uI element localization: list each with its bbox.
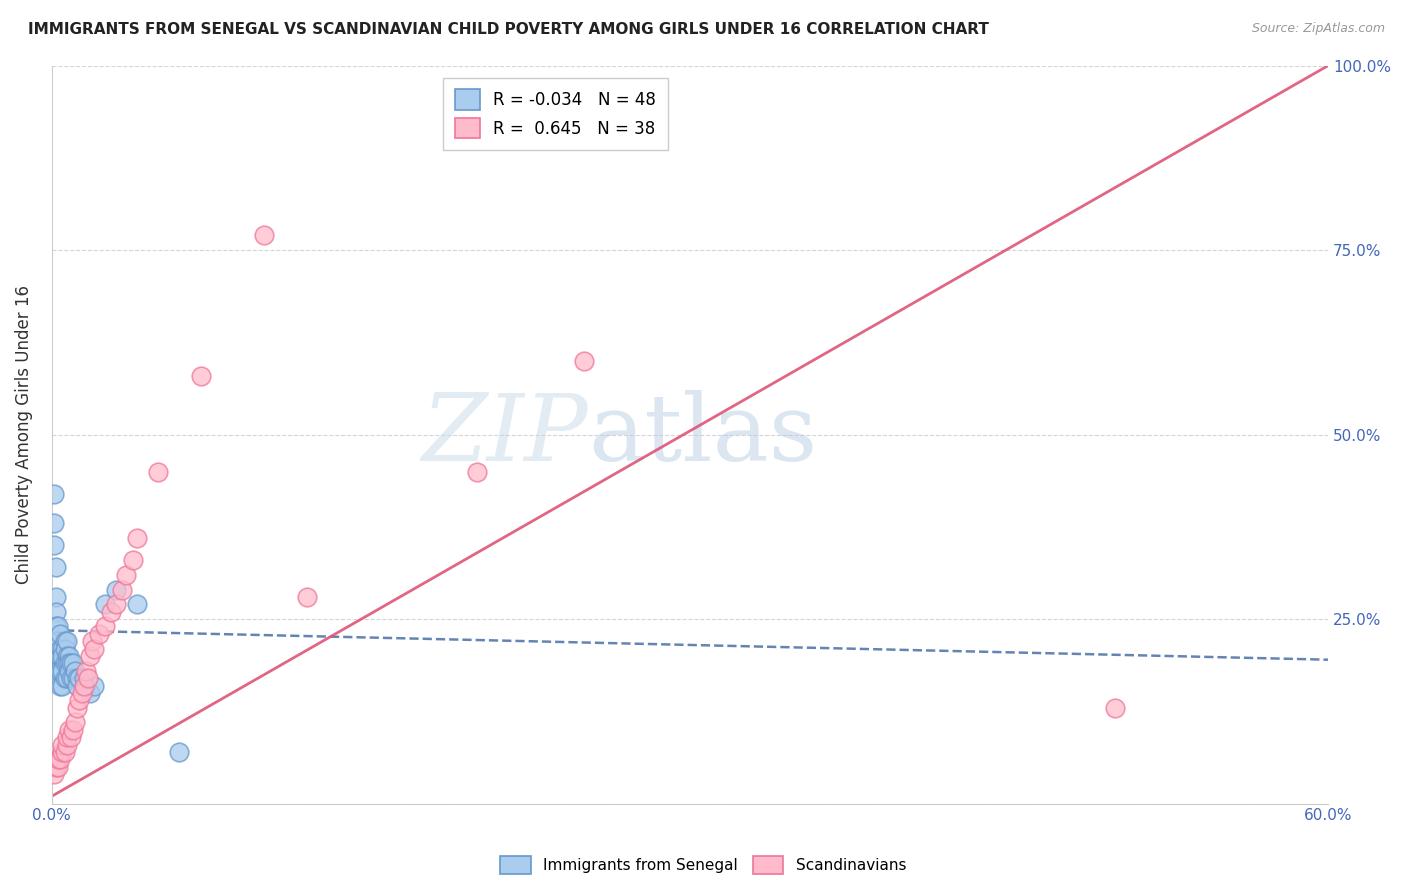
Point [49, 752, 72, 766]
Point [83, 679, 105, 693]
Point [295, 590, 318, 604]
Point [51, 641, 73, 656]
Point [46, 760, 69, 774]
Point [77, 671, 100, 685]
Point [53, 634, 76, 648]
Point [87, 627, 110, 641]
Point [46, 648, 69, 663]
Point [49, 664, 72, 678]
Point [51, 745, 73, 759]
Point [53, 745, 76, 759]
Point [53, 671, 76, 685]
Point [45, 590, 67, 604]
Point [49, 648, 72, 663]
Point [46, 634, 69, 648]
Point [63, 715, 86, 730]
Point [55, 738, 77, 752]
Point [66, 700, 89, 714]
Point [46, 664, 69, 678]
Point [169, 745, 191, 759]
Text: IMMIGRANTS FROM SENEGAL VS SCANDINAVIAN CHILD POVERTY AMONG GIRLS UNDER 16 CORRE: IMMIGRANTS FROM SENEGAL VS SCANDINAVIAN … [28, 22, 988, 37]
Point [62, 657, 84, 671]
Point [45, 760, 67, 774]
Point [100, 605, 122, 619]
Point [94, 598, 117, 612]
Point [79, 686, 101, 700]
Point [51, 648, 73, 663]
Point [55, 648, 77, 663]
Point [66, 671, 89, 685]
Point [55, 657, 77, 671]
Point [94, 619, 117, 633]
Legend: Immigrants from Senegal, Scandinavians: Immigrants from Senegal, Scandinavians [494, 850, 912, 880]
Point [55, 634, 77, 648]
Point [59, 671, 82, 685]
Point [190, 368, 212, 383]
Point [45, 560, 67, 574]
Text: ZIP: ZIP [422, 390, 588, 480]
Point [55, 730, 77, 744]
Point [79, 648, 101, 663]
Point [59, 730, 82, 744]
Point [104, 598, 127, 612]
Point [42, 538, 65, 552]
Point [58, 664, 80, 678]
Point [75, 679, 97, 693]
Point [46, 752, 69, 766]
Point [111, 582, 134, 597]
Point [253, 228, 276, 243]
Point [73, 679, 96, 693]
Point [51, 738, 73, 752]
Point [125, 531, 148, 545]
Point [70, 686, 93, 700]
Point [58, 723, 80, 737]
Point [572, 353, 595, 368]
Point [49, 627, 72, 641]
Point [62, 671, 84, 685]
Point [51, 664, 73, 678]
Point [42, 486, 65, 500]
Point [115, 567, 138, 582]
Point [45, 634, 67, 648]
Point [59, 657, 82, 671]
Point [42, 516, 65, 531]
Point [63, 664, 86, 678]
Point [55, 671, 77, 685]
Point [121, 553, 143, 567]
Point [58, 657, 80, 671]
Point [67, 671, 90, 685]
Point [465, 465, 488, 479]
Legend: R = -0.034   N = 48, R =  0.645   N = 38: R = -0.034 N = 48, R = 0.645 N = 38 [443, 78, 668, 150]
Point [1104, 700, 1126, 714]
Point [125, 598, 148, 612]
Y-axis label: Child Poverty Among Girls Under 16: Child Poverty Among Girls Under 16 [15, 285, 32, 584]
Point [75, 664, 97, 678]
Point [73, 671, 96, 685]
Point [66, 679, 89, 693]
Point [45, 619, 67, 633]
Point [62, 723, 84, 737]
Point [146, 465, 169, 479]
Point [53, 641, 76, 656]
Point [51, 679, 73, 693]
Point [82, 634, 104, 648]
Text: Source: ZipAtlas.com: Source: ZipAtlas.com [1251, 22, 1385, 36]
Point [49, 641, 72, 656]
Point [49, 679, 72, 693]
Text: atlas: atlas [588, 390, 817, 480]
Point [67, 693, 90, 707]
Point [42, 767, 65, 781]
Point [104, 582, 127, 597]
Point [46, 619, 69, 633]
Point [83, 641, 105, 656]
Point [58, 648, 80, 663]
Point [53, 657, 76, 671]
Point [45, 605, 67, 619]
